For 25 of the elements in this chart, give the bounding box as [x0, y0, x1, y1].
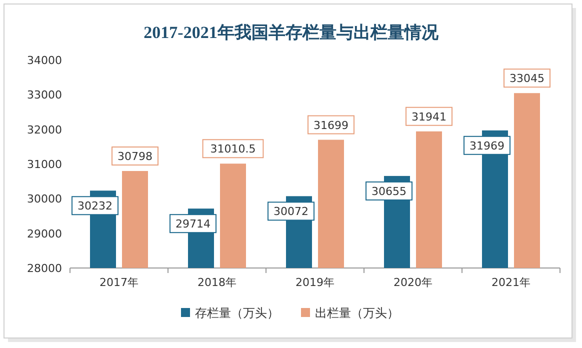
y-tick-label: 28000 [27, 262, 62, 275]
y-tick-label: 30000 [27, 192, 62, 206]
chart-title: 2017-2021年我国羊存栏量与出栏量情况 [144, 23, 440, 42]
data-label: 30798 [118, 150, 152, 164]
x-tick-label: 2017年 [100, 276, 138, 289]
y-tick-label: 34000 [27, 54, 62, 67]
y-tick-label: 32000 [27, 123, 62, 136]
data-label: 30072 [274, 205, 308, 218]
data-label: 29714 [176, 218, 210, 231]
data-label: 33045 [510, 72, 544, 86]
x-tick-label: 2019年 [296, 276, 334, 289]
data-label: 30232 [78, 200, 112, 213]
y-tick-label: 33000 [27, 88, 62, 102]
data-label: 31969 [470, 139, 504, 152]
x-tick-label: 2018年 [198, 276, 236, 289]
data-label: 30655 [372, 184, 406, 198]
data-label: 31010.5 [210, 142, 256, 156]
y-tick-label: 31000 [27, 158, 62, 171]
x-tick-label: 2020年 [394, 276, 432, 289]
y-tick-label: 29000 [27, 227, 62, 240]
legend-label: 存栏量（万头） [195, 306, 279, 320]
data-label: 31941 [412, 110, 446, 124]
data-label: 31699 [314, 118, 348, 132]
x-tick-label: 2021年 [492, 276, 530, 289]
legend-label: 出栏量（万头） [315, 306, 399, 320]
